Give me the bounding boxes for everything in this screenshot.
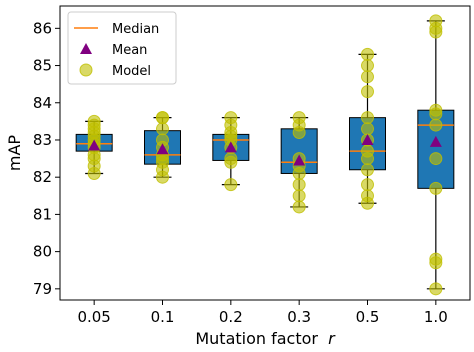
x-axis-label-text: Mutation factor [195, 329, 318, 348]
model-point [292, 200, 306, 214]
box-group [417, 14, 455, 296]
plot-content [75, 14, 455, 296]
y-tick-label: 85 [33, 57, 52, 75]
model-point [429, 14, 443, 28]
box-group [144, 111, 181, 184]
legend-label: Median [112, 22, 159, 37]
model-point [429, 252, 443, 266]
y-tick-label: 80 [33, 243, 52, 261]
legend-box [67, 11, 177, 85]
box-group [280, 111, 318, 214]
model-point [361, 111, 374, 125]
y-axis-label: mAP [5, 135, 24, 172]
mean-marker [88, 139, 101, 151]
model-point [361, 163, 374, 177]
y-tick-label: 84 [33, 94, 52, 112]
model-point [361, 47, 374, 61]
model-point [361, 122, 374, 136]
y-tick-label: 79 [33, 280, 52, 298]
x-tick-label: 0.05 [77, 308, 110, 326]
legend-label: Mean [112, 43, 147, 58]
model-point [224, 111, 238, 125]
model-point [361, 189, 374, 203]
legend-mean-swatch [80, 43, 92, 54]
model-point [429, 282, 443, 296]
model-point [429, 118, 443, 132]
mean-marker [293, 154, 306, 166]
x-tick-label: 1.0 [424, 308, 448, 326]
legend-model-swatch [79, 63, 93, 77]
model-point [429, 103, 443, 117]
model-point [292, 111, 306, 125]
model-point [292, 189, 306, 203]
x-axis-label-symbol: r [328, 329, 336, 348]
y-axis: 79 80 81 82 83 84 85 86 [33, 19, 60, 298]
x-tick-label: 0.3 [287, 308, 311, 326]
model-point [361, 70, 374, 84]
x-axis: 0.05 0.1 0.2 0.3 0.5 1.0 [77, 300, 448, 326]
box-group [349, 47, 386, 210]
model-point [361, 59, 374, 73]
model-point [87, 114, 101, 128]
model-point [224, 152, 238, 166]
x-tick-label: 0.5 [356, 308, 380, 326]
mean-marker [156, 143, 169, 155]
x-tick-label: 0.1 [151, 308, 175, 326]
box-group [75, 114, 113, 180]
model-point [156, 111, 169, 125]
legend-label: Model [112, 64, 151, 79]
y-tick-label: 82 [33, 168, 52, 186]
box-group [212, 111, 250, 192]
model-point [361, 144, 374, 158]
mean-marker [224, 141, 237, 153]
model-point [361, 85, 374, 99]
model-point [429, 152, 443, 166]
mean-marker [361, 133, 374, 145]
y-tick-label: 83 [33, 131, 52, 149]
model-point [224, 178, 238, 192]
y-tick-label: 86 [33, 19, 52, 37]
x-tick-label: 0.2 [219, 308, 243, 326]
model-point [429, 181, 443, 195]
model-point [361, 178, 374, 192]
mean-marker [429, 135, 442, 147]
model-point [156, 122, 169, 136]
y-tick-label: 81 [33, 205, 52, 223]
x-axis-label: Mutation factor r [195, 329, 336, 348]
model-point [292, 178, 306, 192]
plot-frame [59, 5, 471, 301]
legend: Median Mean Model [67, 11, 177, 85]
